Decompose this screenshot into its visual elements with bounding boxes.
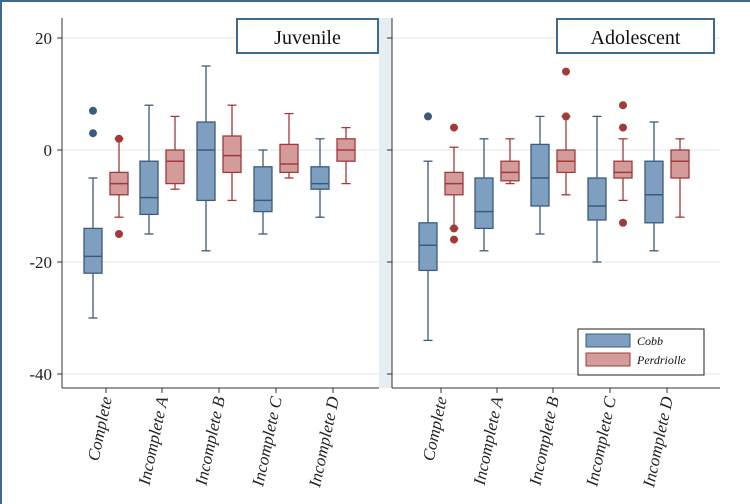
outlier-point: [562, 67, 570, 76]
outlier-point: [562, 112, 570, 121]
box-perdriolle-complete: [444, 123, 464, 244]
outlier-point: [89, 129, 97, 138]
box-iqr: [474, 177, 494, 230]
box-iqr: [279, 143, 299, 174]
box-cobb-incomplete-a: [474, 138, 494, 252]
box-iqr: [418, 222, 438, 272]
box-cobb-incomplete-c: [587, 115, 607, 263]
outlier-point: [619, 101, 627, 110]
outlier-point: [450, 235, 458, 244]
x-tick-label-incomplete-c: Incomplete C: [248, 394, 286, 489]
y-tick-label: 0: [44, 141, 53, 160]
box-cobb-incomplete-b: [530, 115, 550, 235]
box-iqr: [253, 166, 273, 213]
box-perdriolle-incomplete-b: [556, 67, 576, 196]
x-tick-label-complete: Complete: [84, 394, 116, 462]
box-cobb-incomplete-b: [196, 65, 216, 252]
box-iqr: [644, 160, 664, 224]
outlier-point: [89, 106, 97, 115]
box-cobb-complete: [83, 106, 103, 319]
box-perdriolle-incomplete-d: [670, 138, 690, 218]
outlier-point: [450, 123, 458, 132]
box-perdriolle-incomplete-a: [500, 138, 520, 185]
y-tick-label: -20: [29, 253, 52, 272]
x-tick-label-incomplete-a: Incomplete A: [134, 394, 172, 487]
panel-gutter: [379, 18, 392, 388]
box-cobb-incomplete-d: [644, 121, 664, 252]
box-iqr: [139, 160, 159, 216]
outlier-point: [619, 123, 627, 132]
legend-swatch-perdriolle: [585, 352, 631, 367]
box-cobb-incomplete-c: [253, 149, 273, 235]
box-perdriolle-complete: [109, 134, 129, 238]
x-tick-label-incomplete-c: Incomplete C: [582, 394, 620, 489]
legend: Cobb Perdriolle: [577, 328, 705, 376]
box-iqr: [613, 160, 633, 179]
box-iqr: [196, 121, 216, 202]
panel-juvenile: 20 0 -20 -40 Complete Incomplete A Incomplete …: [29, 18, 379, 490]
box-cobb-incomplete-d: [310, 138, 330, 218]
legend-swatch-cobb: [585, 333, 631, 348]
box-iqr: [165, 149, 185, 185]
box-cobb-complete: [418, 112, 438, 342]
x-tick-label-incomplete-b: Incomplete B: [191, 394, 229, 488]
panel-title-box: [556, 18, 715, 54]
box-iqr: [530, 143, 550, 207]
x-tick-label-incomplete-d: Incomplete D: [305, 394, 343, 490]
outlier-point: [450, 224, 458, 233]
box-iqr: [500, 160, 520, 182]
outlier-point: [619, 218, 627, 227]
box-iqr: [222, 135, 242, 174]
panel-title-box: [236, 18, 379, 54]
box-cobb-incomplete-a: [139, 104, 159, 235]
box-iqr: [83, 227, 103, 274]
box-perdriolle-incomplete-d: [336, 126, 356, 185]
outlier-point: [424, 112, 432, 121]
legend-label-perdriolle: Perdriolle: [636, 353, 687, 367]
x-tick-label-complete: Complete: [419, 394, 451, 462]
panel-adolescent: Complete Incomplete A Incomplete B Incomple…: [387, 18, 720, 490]
plot-area: [392, 18, 720, 388]
x-tick-label-incomplete-d: Incomplete D: [639, 394, 677, 490]
box-perdriolle-incomplete-c: [279, 112, 299, 179]
x-tick-label-incomplete-a: Incomplete A: [469, 394, 507, 487]
panel-title: Juvenile: [274, 27, 341, 49]
x-tick-label-incomplete-b: Incomplete B: [525, 394, 563, 488]
box-perdriolle-incomplete-c: [613, 101, 633, 227]
legend-label-cobb: Cobb: [637, 334, 663, 348]
panel-title: Adolescent: [591, 27, 681, 49]
outlier-point: [115, 230, 123, 238]
y-tick-label: 20: [35, 29, 52, 48]
box-iqr: [670, 149, 690, 179]
y-tick-label: -40: [29, 365, 52, 384]
box-perdriolle-incomplete-a: [165, 115, 185, 190]
box-iqr: [587, 177, 607, 221]
outlier-point: [115, 134, 123, 143]
plot-area: [62, 18, 379, 388]
box-iqr: [310, 166, 330, 190]
box-perdriolle-incomplete-b: [222, 104, 242, 202]
